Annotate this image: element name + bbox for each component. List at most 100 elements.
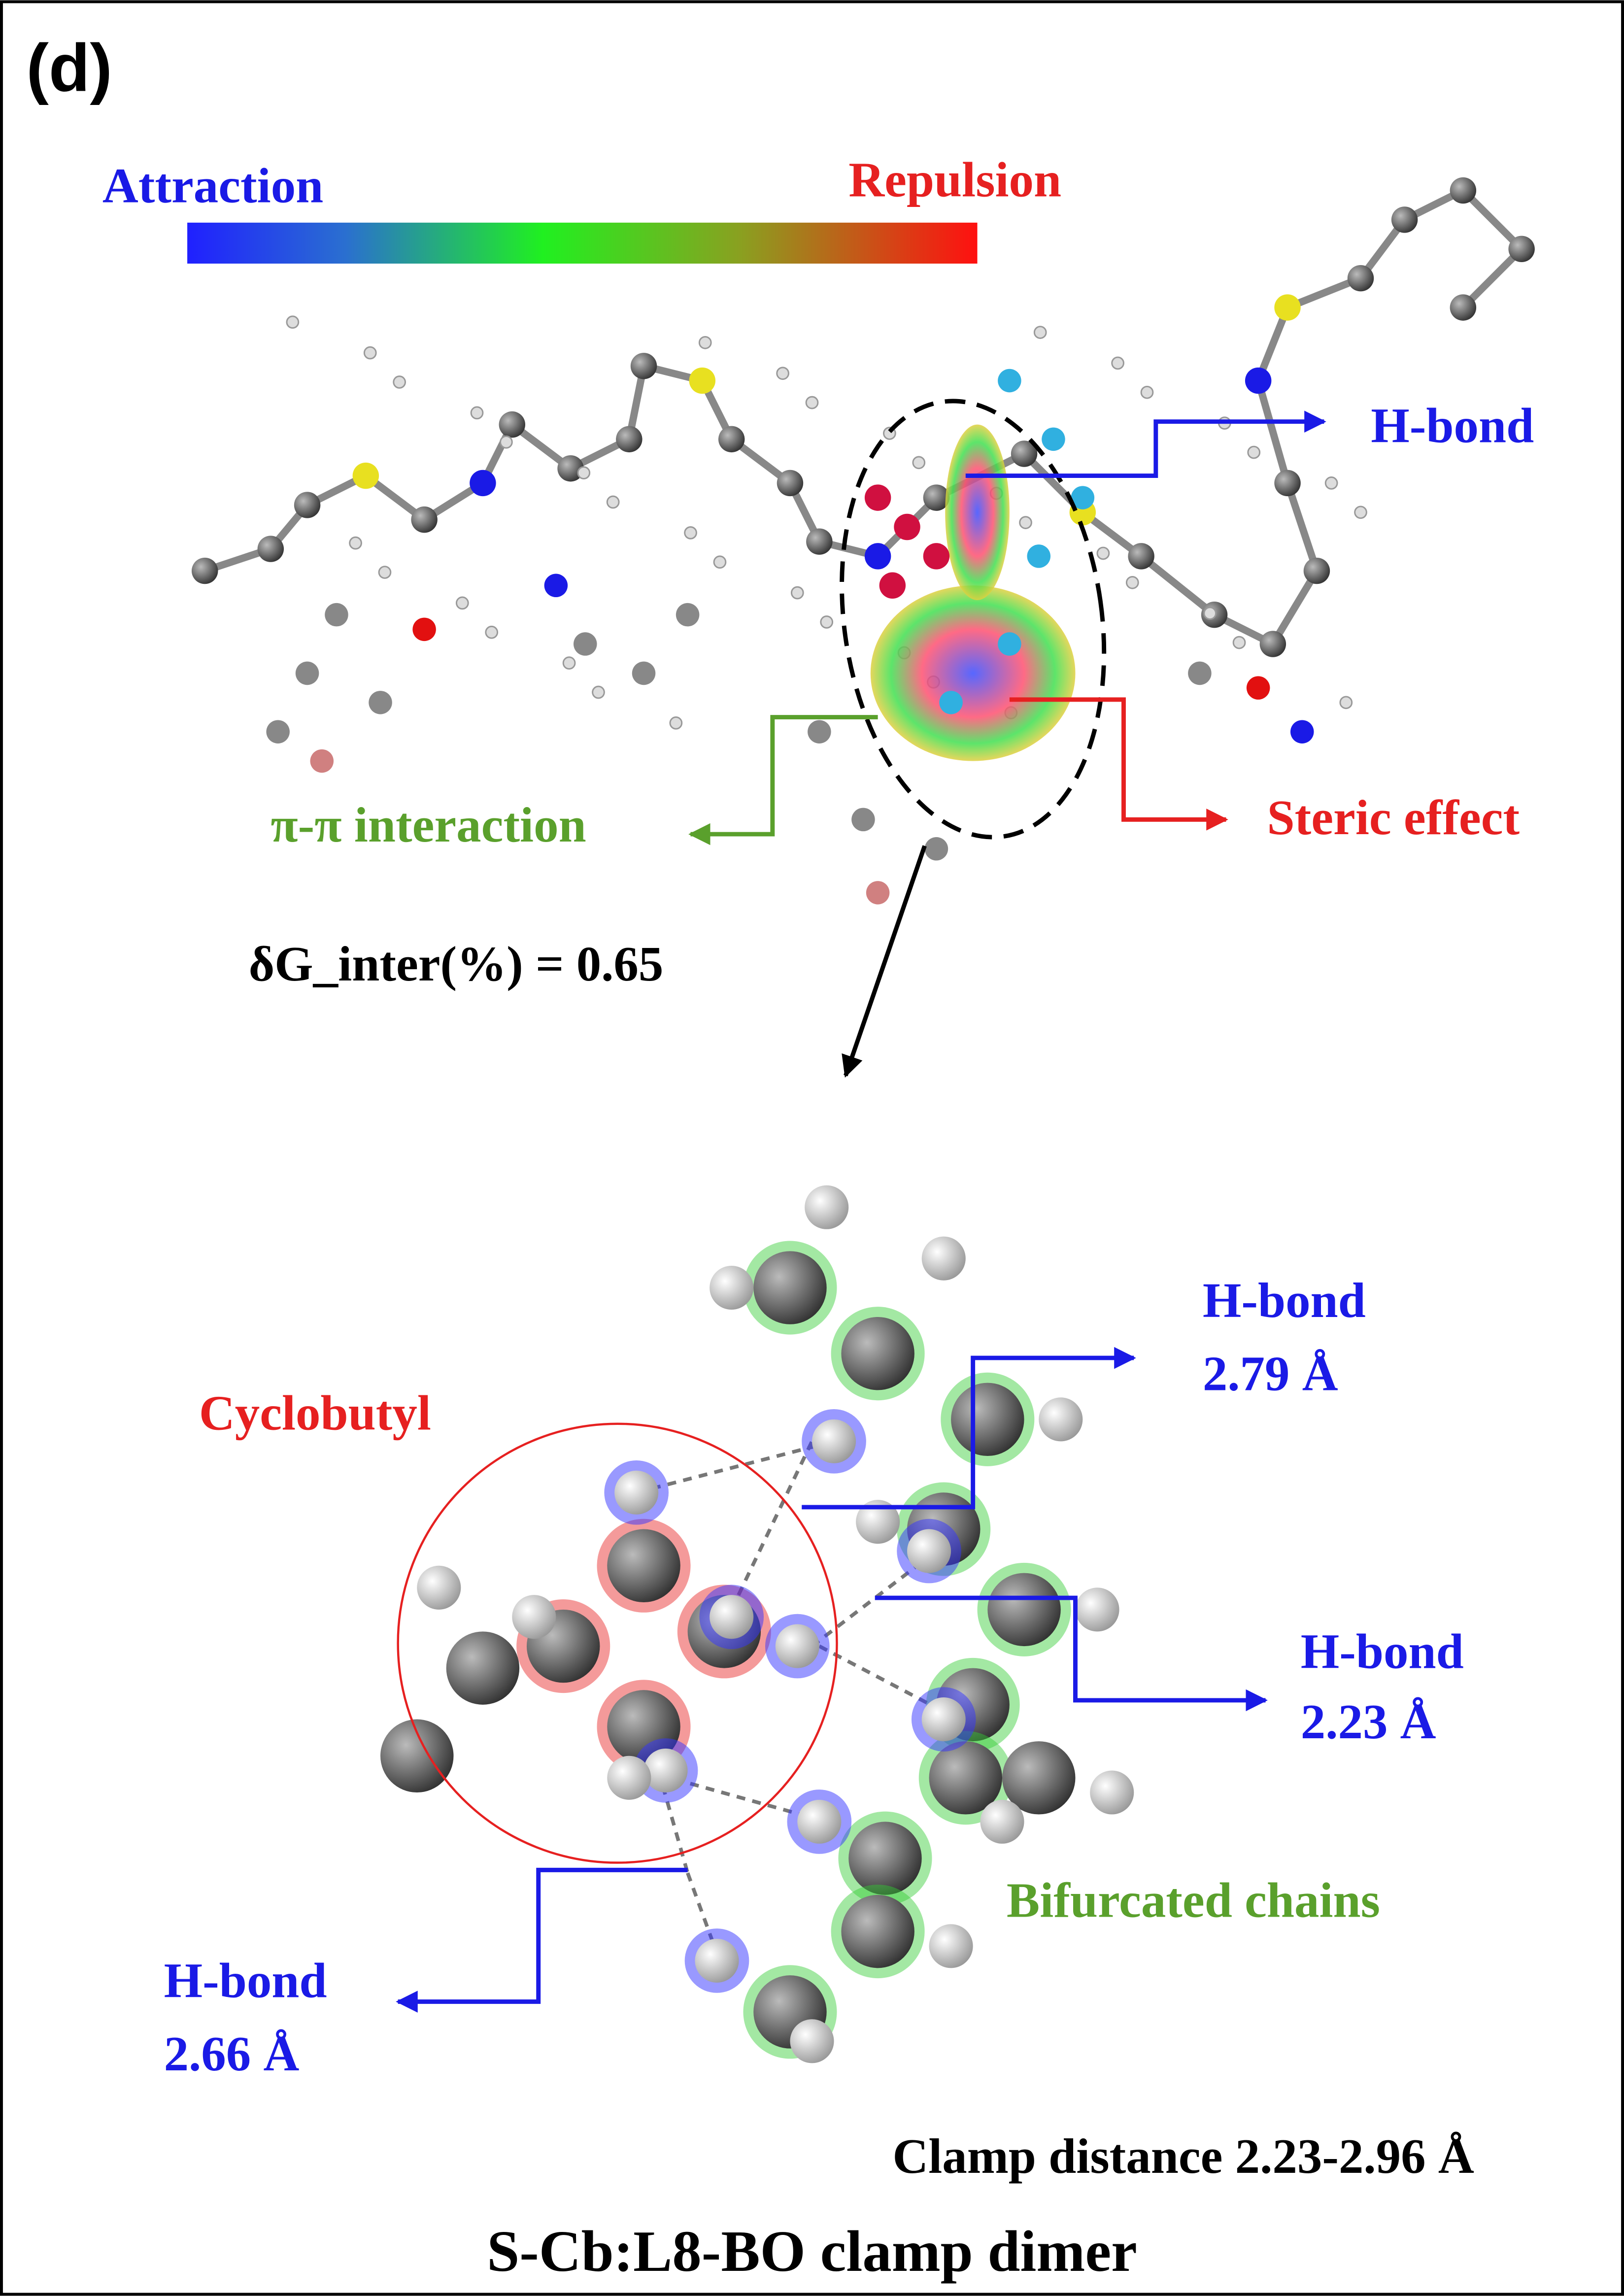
atom-art bbox=[841, 1317, 914, 1390]
atom-art bbox=[1042, 428, 1065, 451]
atom-art bbox=[574, 632, 597, 656]
atom-art bbox=[1274, 470, 1300, 496]
atom-art bbox=[790, 2019, 834, 2063]
atom-art bbox=[1247, 676, 1270, 700]
annotation: Cyclobutyl bbox=[199, 1385, 431, 1441]
atom-art bbox=[446, 1631, 519, 1704]
atom-art bbox=[1126, 576, 1138, 588]
atom-art bbox=[777, 368, 789, 379]
atom-art bbox=[922, 1237, 966, 1281]
atom-art bbox=[865, 543, 891, 569]
atom-art bbox=[364, 347, 376, 359]
atom-art bbox=[923, 543, 949, 569]
colorbar-right-label: Repulsion bbox=[848, 152, 1061, 207]
atom-art bbox=[644, 1749, 688, 1792]
atom-art bbox=[695, 1939, 739, 1983]
atom-art bbox=[929, 1924, 973, 1968]
atom-art bbox=[689, 368, 715, 394]
atom-art bbox=[294, 492, 320, 518]
atom-art bbox=[1450, 294, 1476, 320]
atom-art bbox=[563, 657, 575, 669]
atom-art bbox=[593, 686, 605, 698]
atom-art bbox=[353, 463, 379, 489]
atom-art bbox=[871, 585, 1076, 761]
atom-art bbox=[1450, 177, 1476, 203]
atom-art bbox=[1112, 357, 1124, 369]
atom-art bbox=[1248, 446, 1260, 458]
atom-art bbox=[631, 353, 657, 379]
atom-art bbox=[287, 316, 299, 328]
atom-art bbox=[369, 691, 392, 714]
atom-art bbox=[411, 506, 437, 533]
atom-art bbox=[1090, 1770, 1134, 1814]
atom-art bbox=[710, 1266, 753, 1310]
atom-art bbox=[499, 411, 525, 438]
annotation: 2.23 Å bbox=[1301, 1694, 1436, 1749]
atom-art bbox=[1325, 477, 1337, 489]
annotation: Clamp distance 2.23-2.96 Å bbox=[892, 2128, 1474, 2184]
atom-art bbox=[456, 597, 468, 609]
atom-art bbox=[1355, 506, 1367, 518]
atom-art bbox=[486, 626, 498, 638]
page: {"panel_label": "(d)", "colorbar": {"lef… bbox=[0, 0, 1624, 2296]
atom-art bbox=[776, 1624, 819, 1668]
atom-art bbox=[632, 662, 656, 685]
annotation: Steric effect bbox=[1267, 790, 1520, 845]
colorbar-left-label: Attraction bbox=[102, 158, 323, 213]
atom-art bbox=[1340, 697, 1352, 709]
atom-art bbox=[998, 632, 1021, 656]
atom-art bbox=[1204, 608, 1216, 619]
panel-label: (d) bbox=[26, 30, 112, 105]
atom-art bbox=[925, 837, 948, 861]
atom-art bbox=[987, 1573, 1060, 1646]
atom-art bbox=[296, 662, 319, 685]
atom-art bbox=[791, 587, 803, 599]
atom-art bbox=[907, 1529, 951, 1573]
atom-art bbox=[607, 1756, 651, 1800]
atom-art bbox=[699, 337, 711, 348]
atom-art bbox=[379, 567, 391, 578]
atom-art bbox=[998, 369, 1021, 393]
atom-art bbox=[471, 407, 483, 419]
atom-art bbox=[310, 749, 334, 773]
colorbar bbox=[187, 223, 977, 264]
atom-art bbox=[1075, 1587, 1119, 1631]
atom-art bbox=[607, 496, 619, 508]
atom-art bbox=[1391, 206, 1418, 233]
annotation: H-bond bbox=[1203, 1273, 1366, 1328]
atom-art bbox=[614, 1471, 658, 1515]
atom-art bbox=[806, 528, 832, 554]
atom-art bbox=[865, 484, 891, 510]
atom-art bbox=[412, 618, 436, 642]
atom-art bbox=[1020, 517, 1032, 529]
atom-art bbox=[417, 1566, 461, 1610]
atom-art bbox=[501, 436, 512, 448]
atom-art bbox=[258, 536, 284, 562]
atom-art bbox=[676, 603, 700, 627]
annotation: 2.66 Å bbox=[164, 2026, 300, 2081]
annotation: δG_inter(%) = 0.65 bbox=[249, 936, 664, 991]
annotation: 2.79 Å bbox=[1203, 1346, 1338, 1401]
atom-art bbox=[812, 1419, 856, 1463]
figure: (d) Attraction Repulsion H-bond π-π inte… bbox=[0, 0, 1624, 2296]
atom-art bbox=[1188, 662, 1212, 685]
atom-art bbox=[512, 1595, 556, 1639]
annotation: H-bond bbox=[1371, 398, 1534, 453]
atom-art bbox=[1508, 236, 1534, 262]
atom-art bbox=[1034, 327, 1046, 338]
annotation: π-π interaction bbox=[271, 797, 586, 852]
atom-art bbox=[1027, 544, 1050, 568]
annotation: H-bond bbox=[1301, 1624, 1464, 1679]
atom-art bbox=[922, 1697, 966, 1741]
atom-art bbox=[1245, 368, 1271, 394]
atom-art bbox=[1097, 547, 1109, 559]
atom-art bbox=[710, 1595, 753, 1639]
atom-art bbox=[1128, 543, 1154, 569]
annotation: H-bond bbox=[164, 1953, 327, 2008]
atom-art bbox=[607, 1529, 680, 1602]
caption: S-Cb:L8-BO clamp dimer bbox=[487, 2219, 1137, 2284]
atom-art bbox=[325, 603, 348, 627]
atom-art bbox=[350, 537, 362, 549]
atom-art bbox=[192, 558, 218, 584]
atom-art bbox=[1141, 386, 1153, 398]
